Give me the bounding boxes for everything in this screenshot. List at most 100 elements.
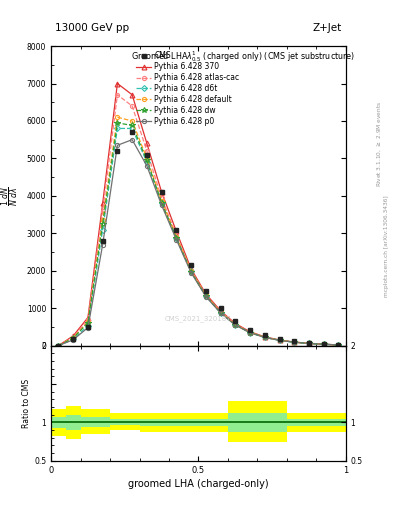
Line: Pythia 6.428 p0: Pythia 6.428 p0 [56, 138, 341, 348]
Pythia 6.428 p0 [130, 137, 134, 143]
Pythia 6.428 atlas-cac [174, 232, 179, 238]
Line: CMS: CMS [56, 130, 341, 348]
Pythia 6.428 atlas-cac [189, 268, 193, 274]
Text: Rivet 3.1.10, $\geq$ 2.9M events: Rivet 3.1.10, $\geq$ 2.9M events [375, 100, 383, 186]
Pythia 6.428 370 [248, 329, 252, 335]
Pythia 6.428 atlas-cac [145, 148, 149, 154]
Pythia 6.428 atlas-cac [292, 339, 297, 345]
Text: Groomed LHA$\lambda^1_{0.5}$ (charged only) (CMS jet substructure): Groomed LHA$\lambda^1_{0.5}$ (charged on… [131, 49, 355, 64]
Pythia 6.428 p0 [189, 269, 193, 275]
Pythia 6.428 370 [145, 140, 149, 146]
Pythia 6.428 dw [130, 122, 134, 129]
Pythia 6.428 370 [292, 339, 297, 345]
Text: 13000 GeV pp: 13000 GeV pp [55, 23, 129, 33]
Pythia 6.428 370 [233, 321, 238, 327]
Pythia 6.428 atlas-cac [218, 309, 223, 315]
CMS [218, 305, 223, 311]
Pythia 6.428 atlas-cac [277, 337, 282, 343]
Pythia 6.428 p0 [145, 163, 149, 169]
CMS [56, 343, 61, 349]
Line: Pythia 6.428 default: Pythia 6.428 default [56, 115, 341, 348]
Pythia 6.428 dw [307, 340, 311, 347]
Pythia 6.428 370 [130, 92, 134, 98]
Pythia 6.428 d6t [277, 337, 282, 344]
Line: Pythia 6.428 atlas-cac: Pythia 6.428 atlas-cac [56, 93, 341, 348]
Pythia 6.428 atlas-cac [56, 343, 61, 349]
Pythia 6.428 d6t [321, 341, 326, 347]
Pythia 6.428 atlas-cac [307, 340, 311, 347]
Pythia 6.428 d6t [115, 125, 120, 132]
CMS [204, 288, 208, 294]
CMS [115, 148, 120, 154]
Pythia 6.428 dw [115, 120, 120, 126]
Pythia 6.428 370 [189, 266, 193, 272]
Pythia 6.428 370 [115, 80, 120, 87]
Pythia 6.428 p0 [263, 334, 267, 340]
Pythia 6.428 p0 [292, 339, 297, 345]
Pythia 6.428 d6t [248, 330, 252, 336]
Pythia 6.428 370 [277, 337, 282, 343]
Pythia 6.428 atlas-cac [130, 103, 134, 109]
Pythia 6.428 370 [71, 333, 75, 339]
Pythia 6.428 p0 [71, 337, 75, 343]
Pythia 6.428 p0 [174, 237, 179, 243]
Pythia 6.428 p0 [218, 310, 223, 316]
Pythia 6.428 default [189, 268, 193, 274]
Pythia 6.428 370 [56, 343, 61, 349]
Pythia 6.428 default [71, 335, 75, 341]
Pythia 6.428 default [100, 217, 105, 223]
CMS [130, 129, 134, 135]
Pythia 6.428 d6t [130, 125, 134, 132]
Pythia 6.428 p0 [321, 341, 326, 347]
Pythia 6.428 d6t [189, 268, 193, 274]
Pythia 6.428 d6t [71, 336, 75, 343]
Pythia 6.428 dw [263, 334, 267, 340]
Pythia 6.428 dw [233, 322, 238, 328]
Pythia 6.428 d6t [56, 343, 61, 349]
Pythia 6.428 370 [218, 308, 223, 314]
Pythia 6.428 dw [189, 269, 193, 275]
Pythia 6.428 default [159, 198, 164, 204]
Pythia 6.428 p0 [277, 337, 282, 344]
Pythia 6.428 default [307, 340, 311, 347]
Pythia 6.428 370 [321, 341, 326, 347]
CMS [159, 189, 164, 195]
Pythia 6.428 default [248, 330, 252, 336]
Pythia 6.428 d6t [292, 339, 297, 345]
Pythia 6.428 d6t [145, 159, 149, 165]
Pythia 6.428 dw [292, 339, 297, 345]
Pythia 6.428 atlas-cac [159, 195, 164, 201]
Pythia 6.428 370 [336, 342, 341, 348]
Pythia 6.428 370 [307, 340, 311, 346]
Pythia 6.428 default [86, 319, 90, 325]
Pythia 6.428 p0 [86, 325, 90, 331]
Pythia 6.428 d6t [233, 322, 238, 328]
Pythia 6.428 dw [277, 337, 282, 344]
Text: CMS_2021_320187: CMS_2021_320187 [165, 315, 232, 322]
Pythia 6.428 dw [71, 335, 75, 341]
Pythia 6.428 atlas-cac [263, 334, 267, 340]
Pythia 6.428 atlas-cac [248, 329, 252, 335]
CMS [336, 342, 341, 348]
Pythia 6.428 d6t [174, 234, 179, 241]
Pythia 6.428 atlas-cac [100, 208, 105, 214]
Pythia 6.428 p0 [115, 142, 120, 148]
Pythia 6.428 default [263, 334, 267, 340]
CMS [86, 324, 90, 330]
Pythia 6.428 p0 [56, 343, 61, 349]
Pythia 6.428 dw [100, 221, 105, 227]
Pythia 6.428 p0 [204, 293, 208, 300]
CMS [174, 226, 179, 232]
CMS [189, 262, 193, 268]
CMS [321, 340, 326, 347]
Pythia 6.428 dw [159, 200, 164, 206]
Line: Pythia 6.428 d6t: Pythia 6.428 d6t [56, 126, 341, 348]
Pythia 6.428 atlas-cac [336, 342, 341, 348]
Pythia 6.428 dw [86, 319, 90, 326]
Pythia 6.428 370 [100, 200, 105, 206]
Pythia 6.428 default [130, 118, 134, 124]
Pythia 6.428 d6t [263, 334, 267, 340]
CMS [248, 327, 252, 333]
Line: Pythia 6.428 dw: Pythia 6.428 dw [56, 120, 341, 348]
X-axis label: groomed LHA (charged-only): groomed LHA (charged-only) [128, 479, 269, 489]
